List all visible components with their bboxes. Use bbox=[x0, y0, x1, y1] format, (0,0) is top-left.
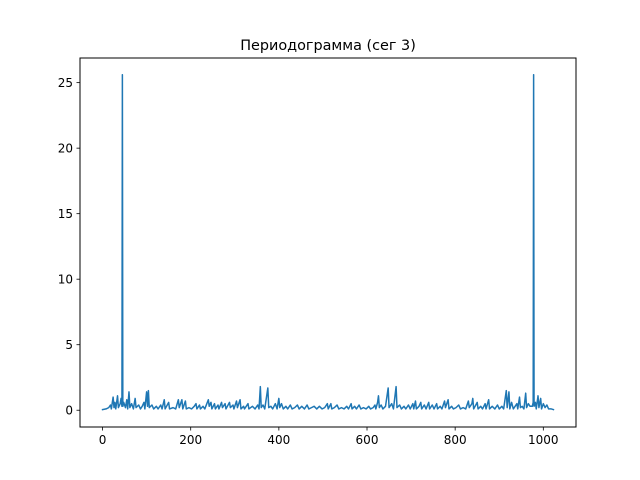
y-tick-label: 25 bbox=[58, 76, 73, 90]
axes-frame bbox=[79, 57, 577, 428]
x-tick-label: 1000 bbox=[528, 433, 559, 447]
y-tick-label: 0 bbox=[65, 404, 73, 418]
x-axis: 0 200 400 600 800 1000 bbox=[99, 427, 559, 447]
y-axis: 0 5 10 15 20 25 bbox=[58, 76, 80, 418]
x-tick-label: 0 bbox=[99, 433, 107, 447]
x-tick-label: 800 bbox=[444, 433, 467, 447]
y-tick-label: 5 bbox=[65, 338, 73, 352]
x-tick-label: 400 bbox=[267, 433, 290, 447]
y-tick-label: 15 bbox=[58, 207, 73, 221]
axes-background bbox=[80, 58, 576, 427]
x-tick-label: 600 bbox=[356, 433, 379, 447]
plot-area bbox=[79, 57, 577, 428]
series-layer bbox=[101, 74, 555, 411]
x-tick-label: 200 bbox=[179, 433, 202, 447]
y-tick-label: 20 bbox=[58, 141, 73, 155]
y-tick-label: 10 bbox=[58, 272, 73, 286]
series-line-0 bbox=[101, 74, 555, 411]
chart-title: Периодограмма (сег 3) bbox=[240, 38, 416, 54]
